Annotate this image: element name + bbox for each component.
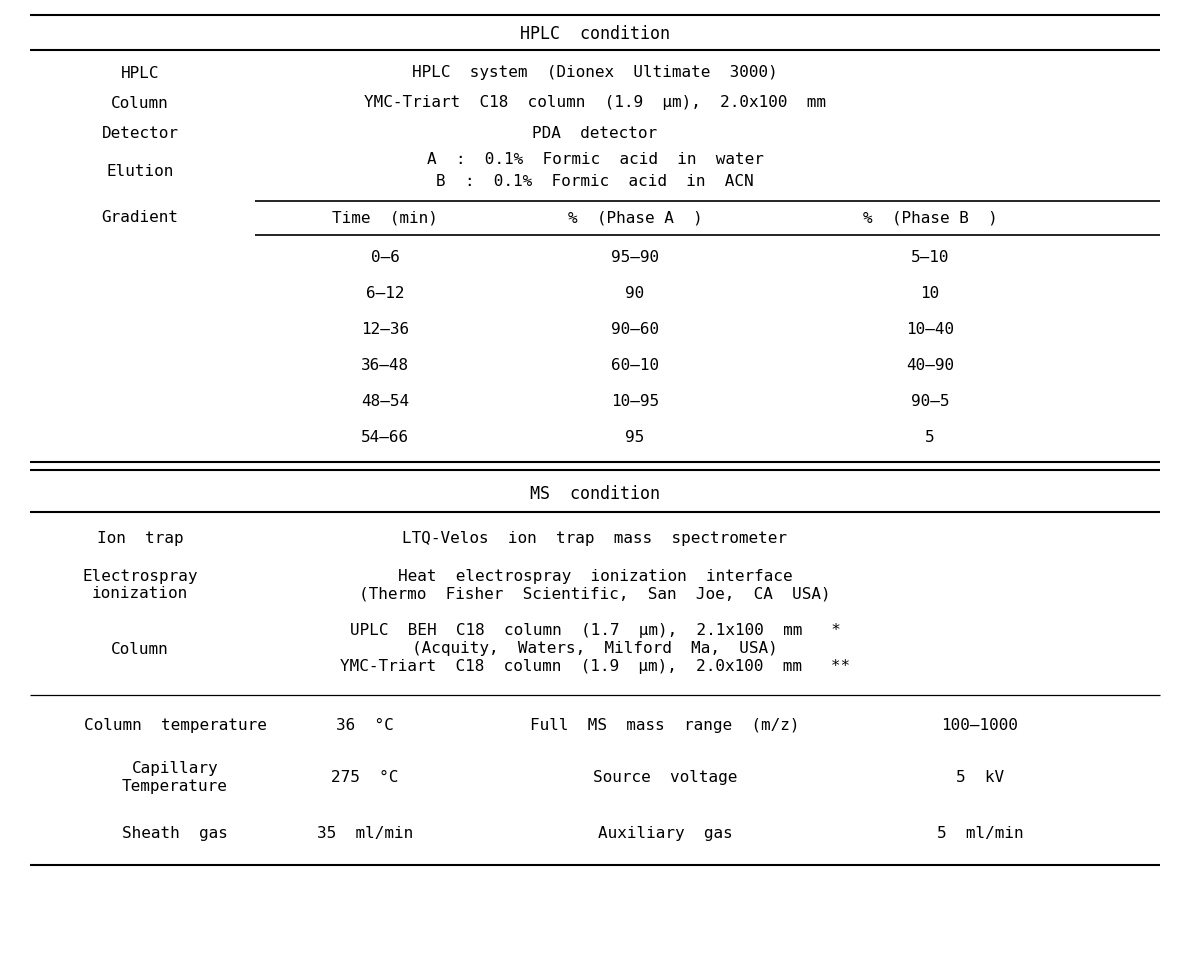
Text: Ion  trap: Ion trap bbox=[96, 531, 183, 546]
Text: 36–48: 36–48 bbox=[361, 357, 409, 372]
Text: Auxiliary  gas: Auxiliary gas bbox=[597, 825, 732, 841]
Text: 10–95: 10–95 bbox=[610, 393, 659, 408]
Text: 90–60: 90–60 bbox=[610, 321, 659, 336]
Text: Column: Column bbox=[111, 640, 169, 656]
Text: Capillary: Capillary bbox=[132, 760, 218, 776]
Text: 40–90: 40–90 bbox=[906, 357, 954, 372]
Text: Elution: Elution bbox=[106, 163, 174, 178]
Text: 60–10: 60–10 bbox=[610, 357, 659, 372]
Text: %  (Phase B  ): % (Phase B ) bbox=[863, 211, 997, 225]
Text: 35  ml/min: 35 ml/min bbox=[317, 825, 413, 841]
Text: (Acquity,  Waters,  Milford  Ma,  USA): (Acquity, Waters, Milford Ma, USA) bbox=[412, 640, 778, 656]
Text: 275  °C: 275 °C bbox=[331, 770, 399, 784]
Text: 5–10: 5–10 bbox=[910, 250, 950, 264]
Text: Column: Column bbox=[111, 95, 169, 111]
Text: 100–1000: 100–1000 bbox=[941, 718, 1019, 733]
Text: Gradient: Gradient bbox=[101, 211, 178, 225]
Text: 10–40: 10–40 bbox=[906, 321, 954, 336]
Text: Heat  electrospray  ionization  interface: Heat electrospray ionization interface bbox=[397, 568, 793, 583]
Text: 95–90: 95–90 bbox=[610, 250, 659, 264]
Text: Column  temperature: Column temperature bbox=[83, 718, 267, 733]
Text: HPLC  system  (Dionex  Ultimate  3000): HPLC system (Dionex Ultimate 3000) bbox=[412, 66, 778, 80]
Text: A  :  0.1%  Formic  acid  in  water: A : 0.1% Formic acid in water bbox=[426, 152, 764, 167]
Text: Temperature: Temperature bbox=[123, 779, 228, 794]
Text: ionization: ionization bbox=[92, 586, 188, 601]
Text: MS  condition: MS condition bbox=[530, 484, 660, 502]
Text: 5  ml/min: 5 ml/min bbox=[937, 825, 1023, 841]
Text: B  :  0.1%  Formic  acid  in  ACN: B : 0.1% Formic acid in ACN bbox=[437, 173, 753, 189]
Text: 36  °C: 36 °C bbox=[336, 718, 394, 733]
Text: %  (Phase A  ): % (Phase A ) bbox=[568, 211, 702, 225]
Text: Sheath  gas: Sheath gas bbox=[123, 825, 228, 841]
Text: PDA  detector: PDA detector bbox=[532, 126, 658, 140]
Text: (Thermo  Fisher  Scientific,  San  Joe,  CA  USA): (Thermo Fisher Scientific, San Joe, CA U… bbox=[359, 586, 831, 601]
Text: 5  kV: 5 kV bbox=[956, 770, 1004, 784]
Text: 5: 5 bbox=[925, 429, 935, 444]
Text: Full  MS  mass  range  (m/z): Full MS mass range (m/z) bbox=[531, 718, 800, 733]
Text: 48–54: 48–54 bbox=[361, 393, 409, 408]
Text: Electrospray: Electrospray bbox=[82, 568, 198, 583]
Text: 10: 10 bbox=[920, 285, 940, 300]
Text: YMC-Triart  C18  column  (1.9  μm),  2.0x100  mm: YMC-Triart C18 column (1.9 μm), 2.0x100 … bbox=[364, 95, 826, 111]
Text: HPLC: HPLC bbox=[120, 66, 159, 80]
Text: Detector: Detector bbox=[101, 126, 178, 140]
Text: 90–5: 90–5 bbox=[910, 393, 950, 408]
Text: 12–36: 12–36 bbox=[361, 321, 409, 336]
Text: 95: 95 bbox=[626, 429, 645, 444]
Text: 6–12: 6–12 bbox=[365, 285, 405, 300]
Text: LTQ-Velos  ion  trap  mass  spectrometer: LTQ-Velos ion trap mass spectrometer bbox=[402, 531, 788, 546]
Text: 90: 90 bbox=[626, 285, 645, 300]
Text: HPLC  condition: HPLC condition bbox=[520, 25, 670, 43]
Text: UPLC  BEH  C18  column  (1.7  μm),  2.1x100  mm   *: UPLC BEH C18 column (1.7 μm), 2.1x100 mm… bbox=[350, 623, 840, 638]
Text: YMC-Triart  C18  column  (1.9  μm),  2.0x100  mm   **: YMC-Triart C18 column (1.9 μm), 2.0x100 … bbox=[340, 659, 850, 674]
Text: 0–6: 0–6 bbox=[370, 250, 400, 264]
Text: 54–66: 54–66 bbox=[361, 429, 409, 444]
Text: Time  (min): Time (min) bbox=[332, 211, 438, 225]
Text: Source  voltage: Source voltage bbox=[593, 770, 737, 784]
